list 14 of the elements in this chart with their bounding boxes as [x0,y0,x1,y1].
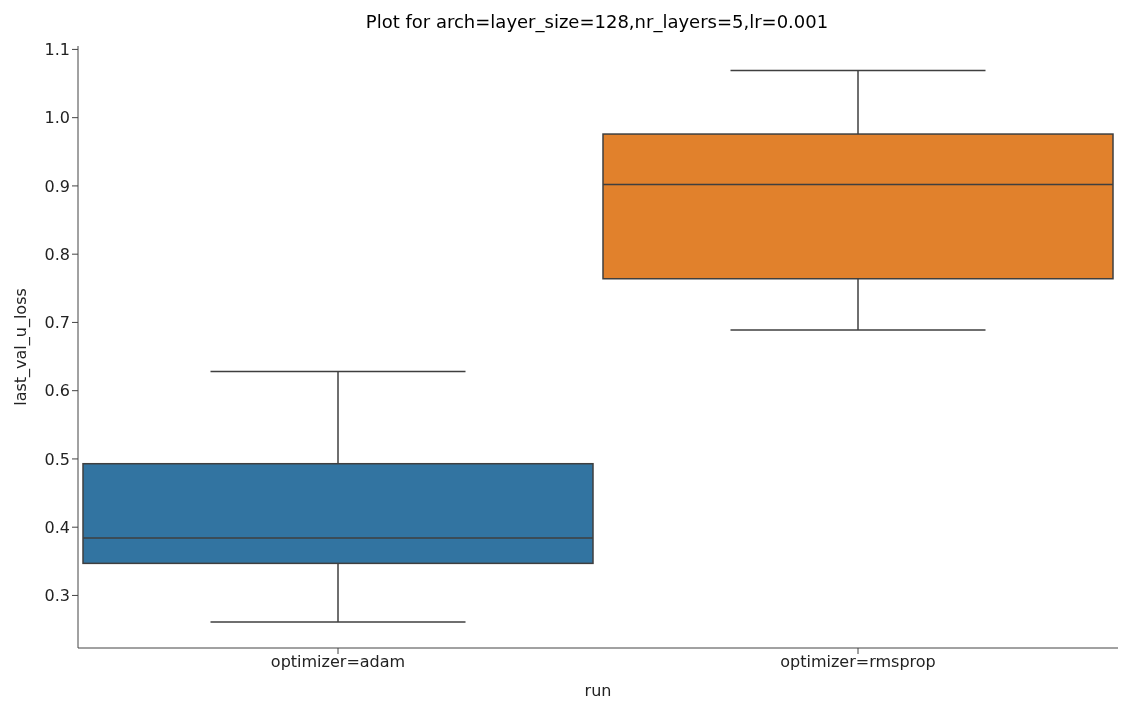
chart-title: Plot for arch=layer_size=128,nr_layers=5,lr=0.001 [364,10,830,35]
y-tick-label: 1.1 [44,40,70,60]
x-tick-label: optimizer=adam [270,652,406,672]
y-axis-title: last_val_u_loss [10,288,31,406]
y-tick-label: 0.4 [44,517,70,537]
y-tick-label: 0.6 [44,381,70,401]
y-tick-label: 0.3 [44,586,70,606]
y-tick-label: 0.7 [44,313,70,333]
y-tick-label: 0.5 [44,449,70,469]
x-tick-label: optimizer=rmsprop [780,652,936,672]
x-axis-title: run [584,681,612,700]
y-tick-label: 0.9 [44,176,70,196]
y-tick-label: 1.0 [44,108,70,128]
y-tick-label: 0.8 [44,244,70,264]
